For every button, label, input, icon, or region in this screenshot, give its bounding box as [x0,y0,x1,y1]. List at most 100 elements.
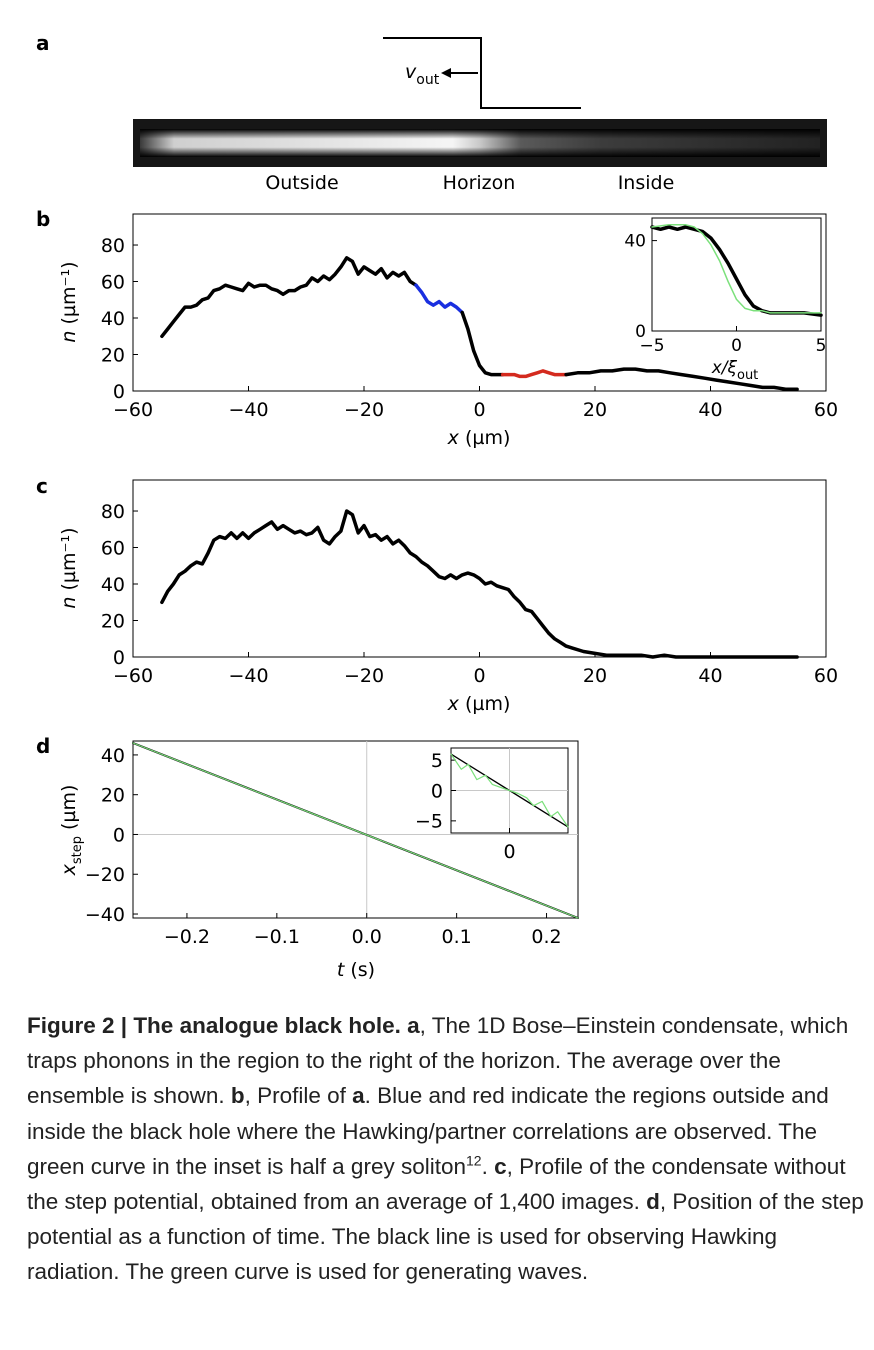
c-y-tick-label: 20 [101,610,125,632]
label-outside: Outside [265,172,338,194]
b-x-tick-label: 20 [583,399,607,421]
series-c [160,509,799,659]
d-y-tick-label: −20 [85,864,125,886]
b-x-tick-label: 60 [814,399,838,421]
condensate-glow-fade [140,129,820,157]
b-x-tick-label: 0 [473,399,485,421]
ticks-b: −60 −40 −20 0 20 40 60 0 20 40 60 80 [101,235,838,421]
x-axis-title-b: x (µm) [447,427,511,449]
grid-d [133,741,578,918]
y-axis-title-d: xstep (µm) [58,785,85,877]
b-series-inside [500,369,568,379]
label-horizon: Horizon [443,172,516,194]
velocity-symbol: v [405,61,417,83]
caption-text-b3: . [481,1153,495,1179]
c-y-tick-label: 0 [113,647,125,669]
b-inset-x-tick-label: −5 [639,336,664,356]
c-x-tick-label: 20 [583,665,607,687]
caption-ref-b: b [230,1083,245,1109]
series-d [132,742,579,919]
d-x-tick-label: 0.1 [442,926,472,948]
d-inset-y-tick-label: −5 [415,811,443,833]
panel-label-d: d [36,734,50,758]
inset-d: 0 5 0 −5 [415,747,569,863]
d-y-tick-label: 40 [101,745,125,767]
inset-x-axis-title-b: x/ξout [711,358,759,383]
b-y-tick-label: 40 [101,308,125,330]
d-x-tick-label: 0.2 [531,926,561,948]
d-inset-x-tick-label: 0 [503,841,515,863]
caption-ref-d: d [646,1189,660,1215]
b-inset-series-grey-soliton [651,224,822,314]
c-series-profile [160,509,799,659]
panel-a: vout Outside Horizon Inside [133,37,827,194]
plot-frame-d [132,740,579,919]
caption-text-a: , The 1D Bose–Einstein condensate, which… [27,1013,849,1109]
step-potential-diagram [383,37,581,109]
velocity-subscript: out [416,72,439,88]
ticks-c: −60 −40 −20 0 20 40 60 0 20 40 60 80 [101,501,838,687]
inset-series-b [650,224,823,317]
caption-figure-label: Figure 2 | The analogue black hole. [27,1013,401,1038]
chart-c: −60 −40 −20 0 20 40 60 0 20 40 60 80 n (µm⁻¹) x (µm… [58,479,838,715]
figure-2: a b c d vout Outside Horizon Inside −60−… [36,31,838,981]
b-series-profile [160,256,418,339]
b-inset-y-tick-label: 40 [624,232,646,252]
d-series-wave-generation [132,742,579,919]
panel-label-c: c [36,474,48,498]
c-y-tick-label: 40 [101,574,125,596]
b-y-tick-label: 60 [101,271,125,293]
b-series-tail [564,367,799,391]
c-x-tick-label: 0 [473,665,485,687]
d-inset-y-tick-label: 0 [431,780,443,802]
label-inside: Inside [618,172,675,194]
caption-text-b1: , Profile of [244,1083,353,1109]
ticks-d: −0.2 −0.1 0.0 0.1 0.2 −40 −20 0 20 40 [85,745,562,948]
y-axis-title-c: n (µm⁻¹) [58,527,80,608]
c-x-tick-label: −40 [228,665,268,687]
caption-ref-b-a: a [352,1083,365,1109]
d-y-tick-label: −40 [85,904,125,926]
c-y-tick-label: 80 [101,501,125,523]
caption-citation: 12 [466,1152,482,1169]
b-series-outside [414,283,464,315]
c-x-tick-label: −60 [113,665,153,687]
b-x-tick-label: −40 [228,399,268,421]
panel-label-b: b [36,207,50,231]
chart-b: −60 −40 −20 0 20 40 60 0 20 40 60 80 n (µm⁻¹) x (µm… [58,213,838,449]
svg-text:vout: vout [405,61,440,88]
figure-caption: Figure 2 | The analogue black hole. a, T… [27,1008,867,1290]
b-inset-x-tick-label: 0 [731,336,742,356]
b-x-tick-label: −20 [344,399,384,421]
inset-series-d [450,753,569,828]
c-x-tick-label: 60 [814,665,838,687]
caption-text-c: , Profile of the condensate without the … [27,1153,846,1215]
panel-label-a: a [36,31,50,55]
b-y-tick-label: 20 [101,344,125,366]
plot-frame-c [132,479,827,658]
b-x-tick-label: 40 [698,399,722,421]
y-axis-title-b: n (µm⁻¹) [58,261,80,342]
d-y-tick-label: 20 [101,785,125,807]
b-x-tick-label: −60 [113,399,153,421]
caption-ref-c: c [494,1153,507,1179]
c-x-tick-label: 40 [698,665,722,687]
b-y-tick-label: 0 [113,381,125,403]
d-x-tick-label: 0.0 [352,926,382,948]
d-inset-series-wave-generation [450,753,569,828]
d-inset-y-tick-label: 5 [431,750,443,772]
series-b [160,256,799,391]
b-inset-y-tick-label: 0 [635,322,646,342]
d-y-tick-label: 0 [113,824,125,846]
caption-text-b2: . Blue and red indicate the regions outs… [27,1083,829,1179]
caption-text-d: , Position of the step potential as a fu… [27,1189,864,1285]
caption-ref-a: a [407,1013,420,1038]
d-x-tick-label: −0.2 [164,926,210,948]
b-series-drop [460,310,505,377]
arrowhead-icon [441,68,451,78]
c-x-tick-label: −20 [344,665,384,687]
inset-ticks-d: 0 5 0 −5 [415,750,516,863]
c-y-tick-label: 60 [101,537,125,559]
